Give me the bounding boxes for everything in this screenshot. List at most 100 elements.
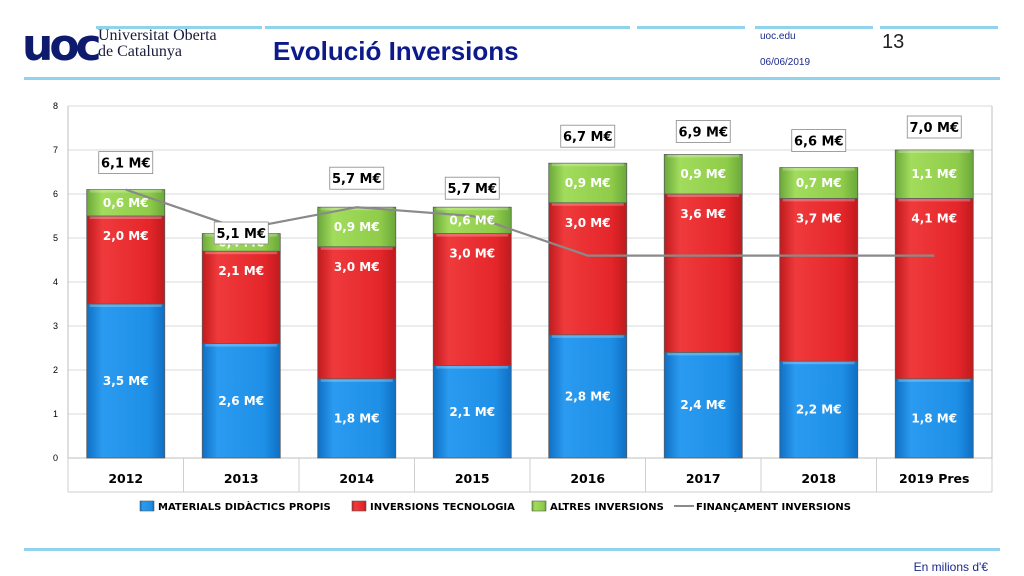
data-label-s0-7: 1,8 M€: [911, 411, 957, 425]
bar-highlight-s0-0: [89, 304, 162, 307]
data-label-s0-2: 1,8 M€: [334, 411, 380, 425]
x-category-label-2: 2014: [339, 471, 374, 486]
legend-label-0: MATERIALS DIDÀCTICS PROPIS: [158, 500, 331, 513]
slide-date: 06/06/2019: [760, 57, 811, 68]
data-label-s1-1: 2,1 M€: [218, 264, 264, 278]
data-label-s0-3: 2,1 M€: [449, 405, 495, 419]
data-label-s2-7: 1,1 M€: [911, 167, 957, 181]
data-label-s1-6: 3,7 M€: [796, 211, 842, 225]
bar-highlight-s1-5: [667, 194, 740, 197]
total-label-3: 5,7 M€: [447, 182, 497, 197]
header-rule-3: [637, 26, 745, 29]
data-label-s0-4: 2,8 M€: [565, 389, 611, 403]
bar-highlight-s1-7: [898, 198, 971, 202]
bar-s0-5: [663, 351, 743, 459]
bar-highlight-s2-7: [898, 150, 971, 153]
data-label-s0-6: 2,2 M€: [796, 403, 842, 417]
units-note: En milions d'€: [913, 560, 988, 574]
bar-s1-5: [663, 193, 743, 353]
bar-highlight-s1-1: [205, 251, 278, 255]
y-tick-label-5: 5: [53, 233, 58, 243]
y-tick-label-6: 6: [53, 189, 58, 199]
bar-highlight-s1-6: [782, 198, 855, 202]
x-category-label-4: 2016: [570, 471, 605, 486]
data-label-s2-3: 0,6 M€: [449, 213, 495, 227]
x-category-label-6: 2018: [801, 471, 836, 486]
x-category-label-7: 2019 Pres: [899, 471, 969, 486]
total-label-6: 6,6 M€: [794, 135, 844, 150]
data-label-s2-5: 0,9 M€: [680, 167, 726, 181]
data-label-s1-0: 2,0 M€: [103, 229, 149, 243]
legend-swatch-0: [139, 500, 155, 512]
bar-highlight-s0-2: [320, 378, 393, 382]
bar-highlight-s0-3: [436, 365, 509, 369]
bar-s2-5: [663, 153, 743, 195]
data-label-s1-5: 3,6 M€: [680, 207, 726, 221]
legend-label-2: ALTRES INVERSIONS: [550, 502, 664, 513]
total-label-5: 6,9 M€: [678, 125, 728, 140]
bar-s0-2: [317, 378, 397, 459]
data-label-s0-0: 3,5 M€: [103, 374, 149, 388]
legend-swatch-2: [531, 500, 547, 512]
bar-s2-2: [317, 206, 397, 248]
data-label-s0-1: 2,6 M€: [218, 394, 264, 408]
chart-legend: MATERIALS DIDÀCTICS PROPIS INVERSIONS TEC…: [139, 500, 851, 513]
bar-highlight-s2-4: [551, 163, 624, 167]
bar-highlight-s2-5: [667, 154, 740, 158]
chart-bars: [86, 149, 974, 459]
data-label-s0-5: 2,4 M€: [680, 398, 726, 412]
bar-highlight-s0-5: [667, 352, 740, 356]
data-label-s2-0: 0,6 M€: [103, 196, 149, 210]
bar-highlight-s0-6: [782, 361, 855, 365]
total-label-box-1: [213, 221, 269, 245]
x-category-label-3: 2015: [455, 471, 490, 486]
y-tick-label-0: 0: [53, 453, 58, 463]
total-label-box-4: [560, 124, 616, 148]
bar-s2-0: [86, 189, 166, 217]
bar-s0-3: [432, 365, 512, 459]
y-tick-label-3: 3: [53, 321, 58, 331]
header-rule-bottom: [24, 77, 1000, 80]
x-category-label-0: 2012: [108, 471, 143, 486]
x-category-label-5: 2017: [686, 471, 721, 486]
y-tick-label-7: 7: [53, 145, 58, 155]
y-tick-label-8: 8: [53, 101, 58, 111]
total-label-box-7: [906, 115, 962, 139]
bar-s1-0: [86, 215, 166, 305]
bar-s1-6: [779, 197, 859, 362]
total-label-7: 7,0 M€: [909, 121, 959, 136]
legend-label-1: INVERSIONS TECNOLOGIA: [370, 502, 515, 513]
university-name-line2: de Catalunya: [98, 43, 182, 60]
uoc-logo-mark: uoc: [22, 20, 102, 71]
y-tick-label-4: 4: [53, 277, 58, 287]
y-tick-label-1: 1: [53, 409, 58, 419]
bar-highlight-s1-4: [551, 202, 624, 206]
x-category-label-1: 2013: [224, 471, 259, 486]
bar-highlight-s2-6: [782, 167, 855, 171]
total-label-1: 5,1 M€: [216, 227, 266, 242]
bar-highlight-s2-3: [436, 207, 509, 211]
y-tick-label-2: 2: [53, 365, 58, 375]
data-label-s2-2: 0,9 M€: [334, 220, 380, 234]
total-label-2: 5,7 M€: [332, 172, 382, 187]
bar-highlight-s0-1: [205, 343, 278, 347]
total-label-box-2: [329, 166, 385, 190]
bar-s0-1: [201, 343, 281, 459]
university-name-line1: Universitat Oberta: [98, 27, 217, 44]
chart-labels: 3,5 M€2,0 M€0,6 M€2,6 M€2,1 M€0,4 M€1,8 …: [98, 115, 962, 425]
total-label-box-6: [791, 129, 847, 153]
page-title: Evolució Inversions: [273, 36, 519, 66]
site-url: uoc.edu: [760, 31, 796, 42]
bar-s0-6: [779, 360, 859, 459]
bar-s0-4: [548, 334, 628, 459]
bar-s0-0: [86, 303, 166, 459]
legend-swatch-1: [351, 500, 367, 512]
bar-s2-7: [894, 149, 974, 199]
bar-s0-7: [894, 378, 974, 459]
legend-label-3: FINANÇAMENT INVERSIONS: [696, 502, 851, 513]
header-rule-4: [755, 26, 873, 29]
page-number: 13: [882, 31, 905, 53]
data-label-s2-4: 0,9 M€: [565, 176, 611, 190]
header-rule-2: [265, 26, 630, 29]
